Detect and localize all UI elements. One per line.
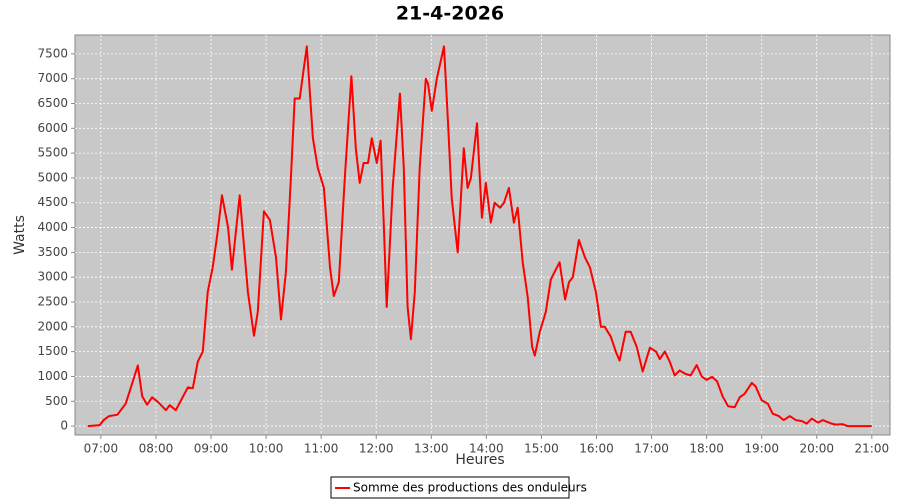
y-tick-label: 6500 [37, 96, 68, 110]
x-tick-label: 20:00 [799, 442, 834, 456]
y-axis-label: Watts [12, 215, 28, 255]
x-tick-label: 15:00 [524, 442, 559, 456]
x-tick-label: 08:00 [139, 442, 174, 456]
legend-label: Somme des productions des onduleurs [353, 481, 587, 495]
y-tick-label: 2000 [37, 319, 68, 333]
y-tick-label: 1500 [37, 344, 68, 358]
x-tick-label: 16:00 [579, 442, 614, 456]
legend-box [330, 476, 570, 499]
y-tick-label: 6000 [37, 121, 68, 135]
y-tick-label: 7500 [37, 46, 68, 60]
x-tick-label: 17:00 [634, 442, 669, 456]
x-tick-label: 18:00 [689, 442, 724, 456]
y-tick-label: 0 [60, 419, 68, 433]
y-tick-label: 4000 [37, 220, 68, 234]
x-tick-label: 11:00 [304, 442, 339, 456]
chart-title: 21-4-2026 [396, 3, 504, 25]
x-tick-label: 10:00 [249, 442, 284, 456]
plot-area [74, 34, 891, 436]
y-tick-label: 3000 [37, 270, 68, 284]
x-axis-label: Heures [455, 452, 504, 468]
y-tick-label: 3500 [37, 245, 68, 259]
y-tick-label: 1000 [37, 369, 68, 383]
y-tick-label: 5000 [37, 170, 68, 184]
x-tick-label: 07:00 [84, 442, 119, 456]
series-line [87, 45, 872, 428]
y-tick-label: 5500 [37, 146, 68, 160]
x-tick-label: 13:00 [414, 442, 449, 456]
y-tick-label: 7000 [37, 71, 68, 85]
y-tick-label: 2500 [37, 294, 68, 308]
legend [330, 476, 570, 499]
y-tick-label: 500 [45, 394, 68, 408]
x-tick-label: 12:00 [359, 442, 394, 456]
x-tick-label: 19:00 [744, 442, 779, 456]
x-tick-label: 21:00 [855, 442, 890, 456]
x-tick-label: 09:00 [194, 442, 229, 456]
x-tick-label: 14:00 [469, 442, 504, 456]
y-tick-label: 4500 [37, 195, 68, 209]
